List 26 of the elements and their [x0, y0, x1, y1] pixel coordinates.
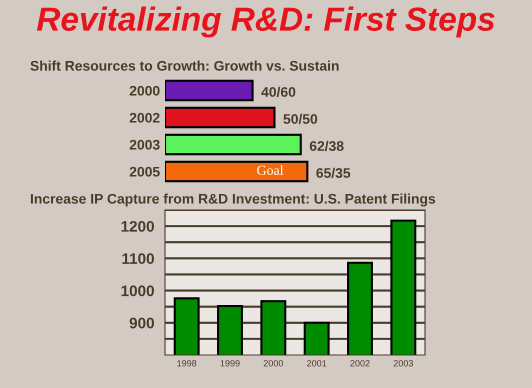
x-tick-label: 1998 — [177, 360, 196, 366]
chart-subtitle: Shift Resources to Growth: Growth vs. Sustain — [30, 60, 339, 71]
y-tick-label: 1100 — [122, 253, 154, 264]
x-tick-label: 2002 — [350, 360, 370, 366]
chart-title: Increase IP Capture from R&D Investment: U.S. Patent Filings — [30, 193, 436, 207]
x-tick-label: 2003 — [394, 360, 413, 366]
x-tick-label: 1999 — [220, 360, 240, 366]
y-tick-label: 900 — [130, 318, 154, 328]
y-tick-label: 2003 — [130, 140, 160, 150]
data-label: 65/35 — [316, 168, 350, 178]
chart-title: Revitalizing R&D: First Steps — [36, 6, 495, 38]
x-tick-label: 2001 — [307, 360, 326, 366]
data-label: 62/38 — [310, 140, 344, 152]
y-tick-label: 1000 — [122, 285, 154, 296]
data-label: 40/60 — [261, 86, 296, 98]
bar — [165, 80, 254, 102]
annotation: Goal — [257, 165, 284, 175]
y-tick-label: 2005 — [130, 166, 160, 177]
bar — [165, 106, 276, 128]
y-tick-label: 2002 — [130, 112, 160, 123]
bar — [165, 160, 308, 182]
x-tick-label: 2000 — [264, 360, 284, 366]
y-tick-label: 2000 — [130, 86, 160, 96]
y-tick-label: 1200 — [122, 220, 154, 232]
bar — [165, 134, 302, 156]
data-label: 50/50 — [283, 114, 318, 124]
